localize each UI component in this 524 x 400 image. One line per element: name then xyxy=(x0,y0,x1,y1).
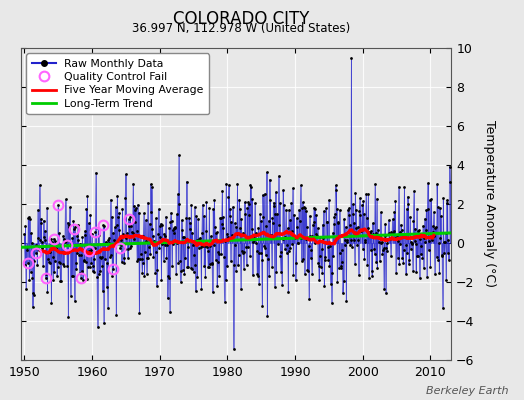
Text: COLORADO CITY: COLORADO CITY xyxy=(173,10,309,28)
Y-axis label: Temperature Anomaly (°C): Temperature Anomaly (°C) xyxy=(483,120,496,288)
Text: Berkeley Earth: Berkeley Earth xyxy=(426,386,508,396)
Legend: Raw Monthly Data, Quality Control Fail, Five Year Moving Average, Long-Term Tren: Raw Monthly Data, Quality Control Fail, … xyxy=(26,54,209,114)
Text: 36.997 N, 112.978 W (United States): 36.997 N, 112.978 W (United States) xyxy=(132,22,350,35)
